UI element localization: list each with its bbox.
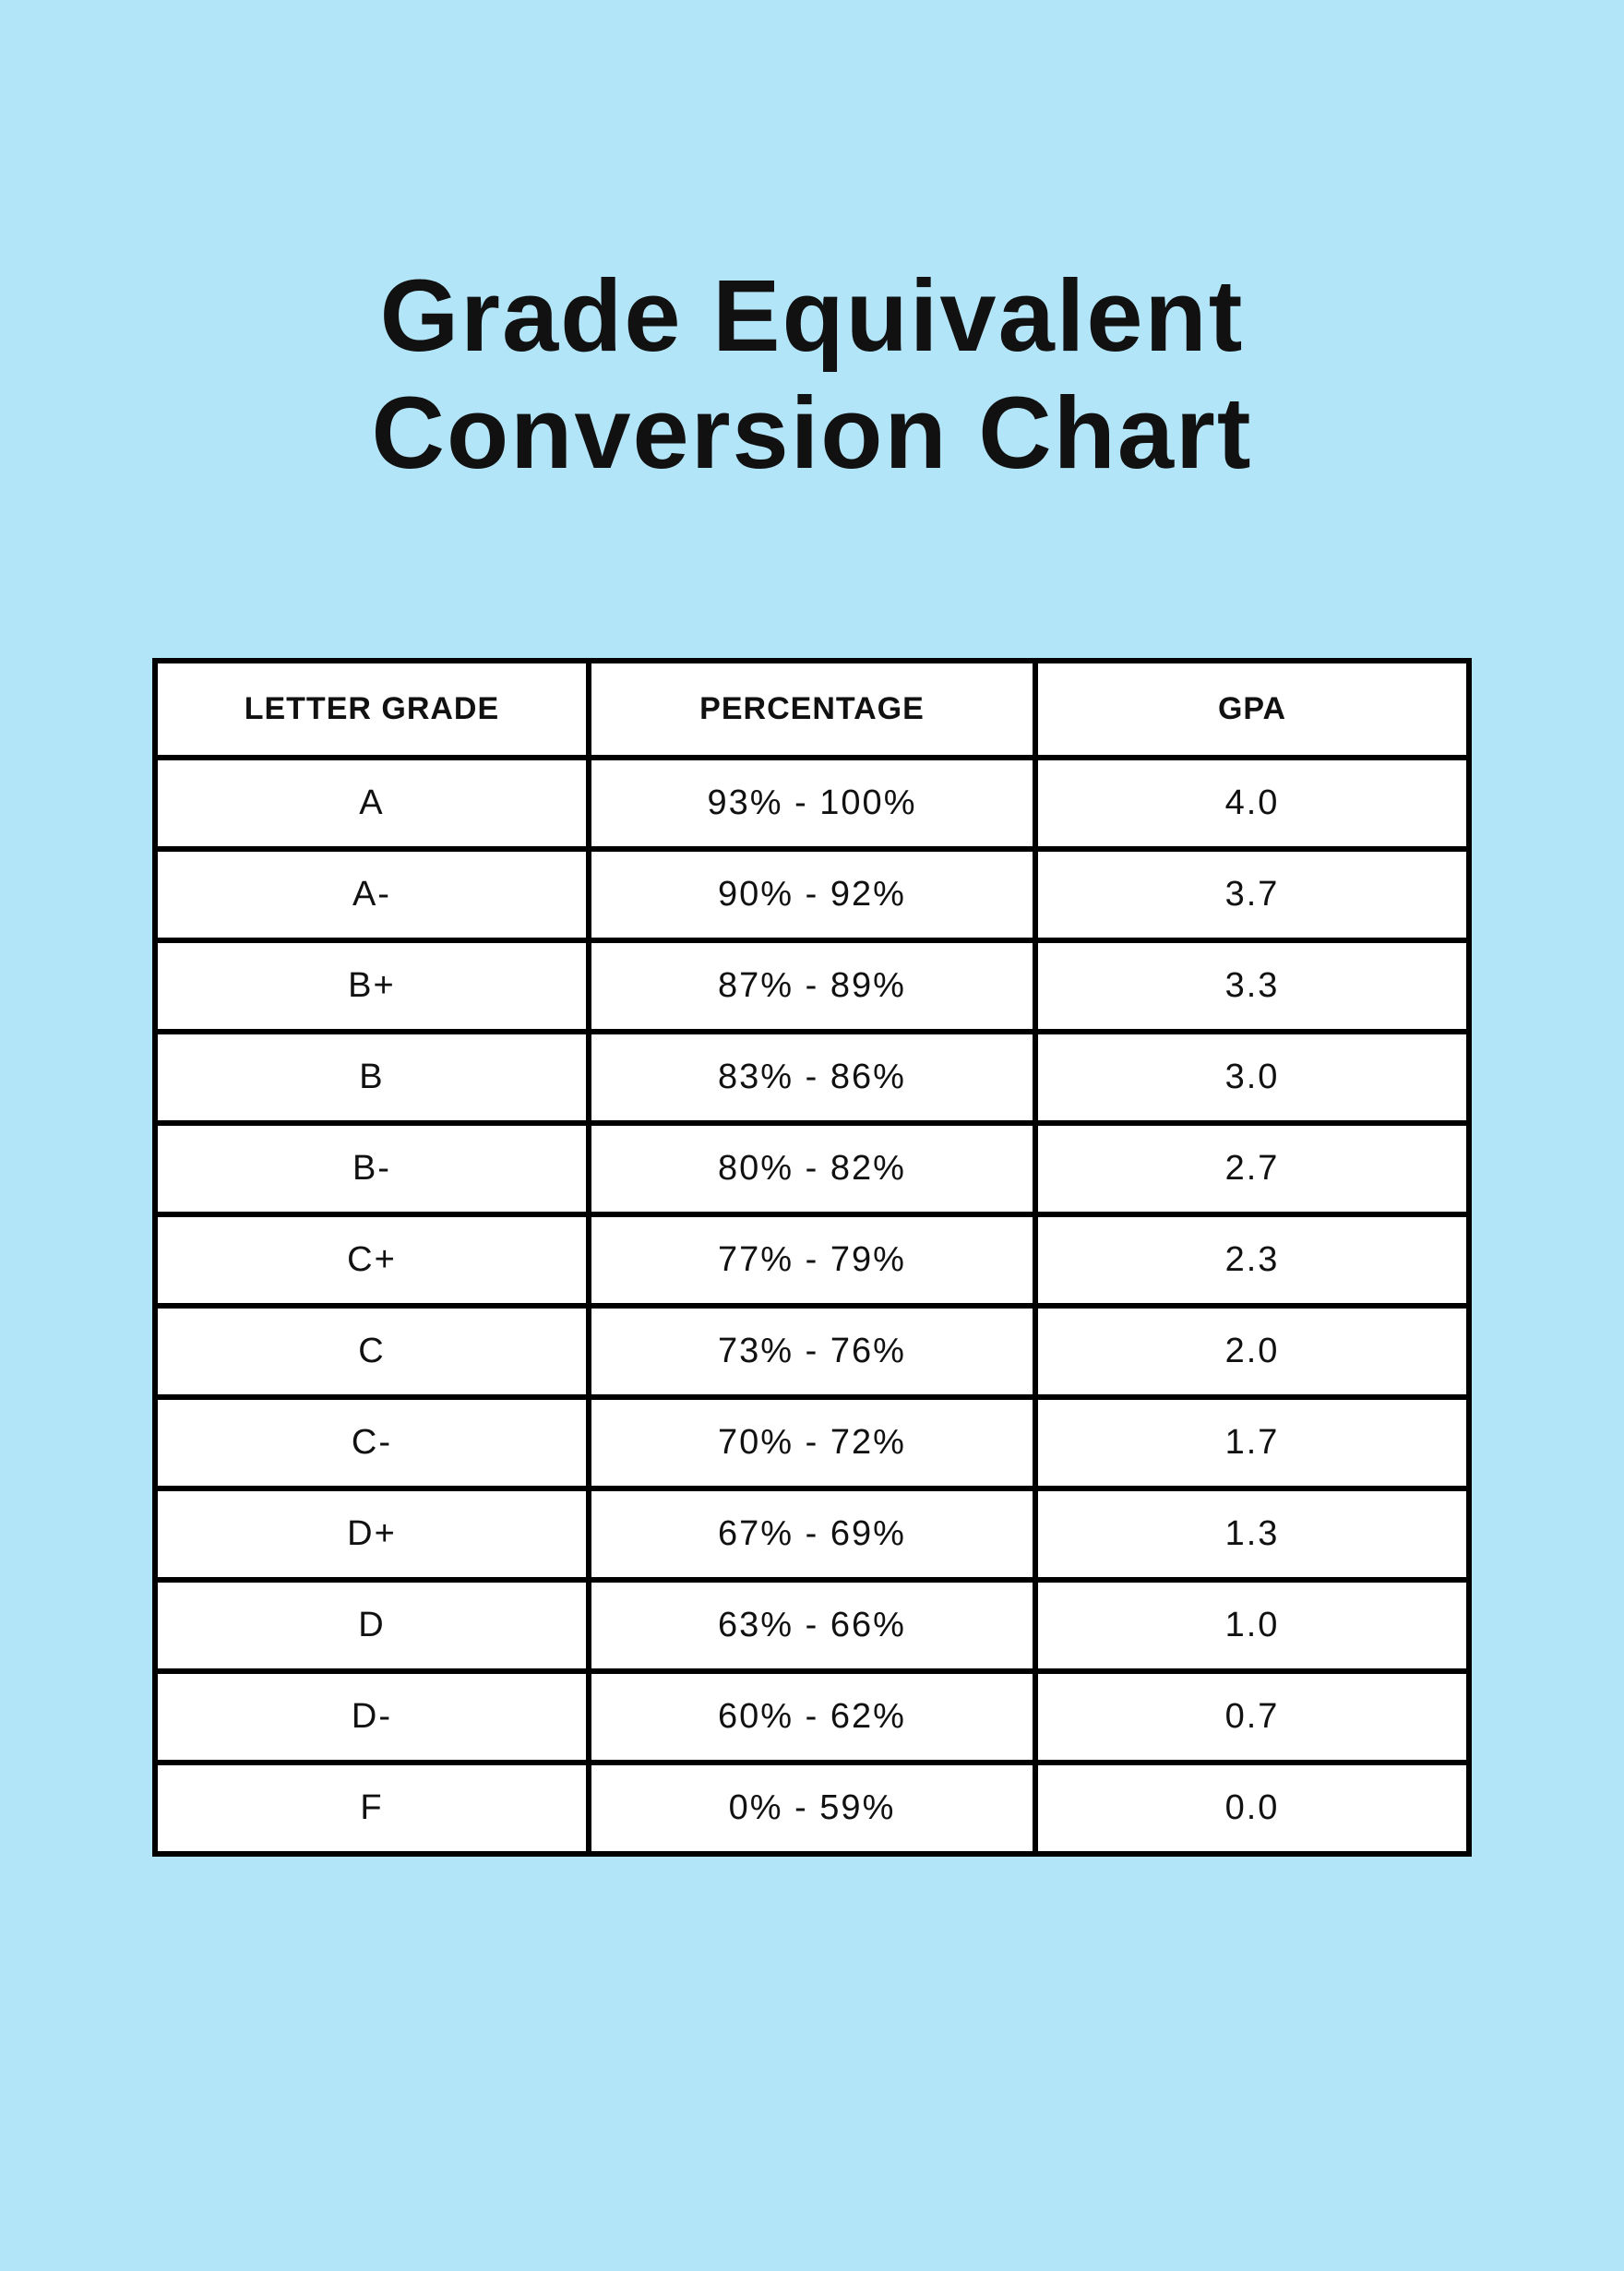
title-line-1: Grade Equivalent	[380, 259, 1245, 373]
cell-gpa: 1.0	[1035, 1580, 1469, 1671]
cell-gpa: 0.0	[1035, 1763, 1469, 1854]
table-body: A 93% - 100% 4.0 A- 90% - 92% 3.7 B+ 87%…	[155, 758, 1469, 1854]
cell-percentage: 70% - 72%	[589, 1397, 1035, 1488]
cell-letter: C+	[155, 1214, 589, 1306]
cell-gpa: 3.3	[1035, 940, 1469, 1032]
cell-percentage: 90% - 92%	[589, 849, 1035, 940]
grade-conversion-table: LETTER GRADE PERCENTAGE GPA A 93% - 100%…	[152, 658, 1472, 1857]
cell-letter: C	[155, 1306, 589, 1397]
header-letter-grade: LETTER GRADE	[155, 661, 589, 758]
title-line-2: Conversion Chart	[372, 377, 1253, 490]
table-row: A 93% - 100% 4.0	[155, 758, 1469, 849]
table-row: B- 80% - 82% 2.7	[155, 1123, 1469, 1214]
cell-percentage: 67% - 69%	[589, 1488, 1035, 1580]
cell-percentage: 63% - 66%	[589, 1580, 1035, 1671]
table-row: F 0% - 59% 0.0	[155, 1763, 1469, 1854]
cell-gpa: 3.7	[1035, 849, 1469, 940]
cell-percentage: 0% - 59%	[589, 1763, 1035, 1854]
table-row: A- 90% - 92% 3.7	[155, 849, 1469, 940]
table-header-row: LETTER GRADE PERCENTAGE GPA	[155, 661, 1469, 758]
cell-letter: F	[155, 1763, 589, 1854]
cell-gpa: 4.0	[1035, 758, 1469, 849]
cell-letter: D-	[155, 1671, 589, 1763]
cell-letter: C-	[155, 1397, 589, 1488]
page-title: Grade Equivalent Conversion Chart	[372, 258, 1253, 492]
cell-letter: D+	[155, 1488, 589, 1580]
table-row: D+ 67% - 69% 1.3	[155, 1488, 1469, 1580]
table-row: C+ 77% - 79% 2.3	[155, 1214, 1469, 1306]
cell-gpa: 2.7	[1035, 1123, 1469, 1214]
cell-gpa: 1.3	[1035, 1488, 1469, 1580]
cell-percentage: 77% - 79%	[589, 1214, 1035, 1306]
cell-letter: B-	[155, 1123, 589, 1214]
table-row: B 83% - 86% 3.0	[155, 1032, 1469, 1123]
cell-letter: A	[155, 758, 589, 849]
cell-letter: B+	[155, 940, 589, 1032]
cell-gpa: 2.3	[1035, 1214, 1469, 1306]
cell-percentage: 93% - 100%	[589, 758, 1035, 849]
cell-letter: A-	[155, 849, 589, 940]
table-row: C 73% - 76% 2.0	[155, 1306, 1469, 1397]
cell-percentage: 60% - 62%	[589, 1671, 1035, 1763]
header-gpa: GPA	[1035, 661, 1469, 758]
cell-gpa: 3.0	[1035, 1032, 1469, 1123]
table-row: B+ 87% - 89% 3.3	[155, 940, 1469, 1032]
cell-percentage: 80% - 82%	[589, 1123, 1035, 1214]
cell-gpa: 2.0	[1035, 1306, 1469, 1397]
cell-letter: B	[155, 1032, 589, 1123]
cell-percentage: 83% - 86%	[589, 1032, 1035, 1123]
table-row: D 63% - 66% 1.0	[155, 1580, 1469, 1671]
cell-percentage: 73% - 76%	[589, 1306, 1035, 1397]
cell-gpa: 0.7	[1035, 1671, 1469, 1763]
cell-letter: D	[155, 1580, 589, 1671]
cell-percentage: 87% - 89%	[589, 940, 1035, 1032]
table-row: C- 70% - 72% 1.7	[155, 1397, 1469, 1488]
cell-gpa: 1.7	[1035, 1397, 1469, 1488]
table-row: D- 60% - 62% 0.7	[155, 1671, 1469, 1763]
header-percentage: PERCENTAGE	[589, 661, 1035, 758]
